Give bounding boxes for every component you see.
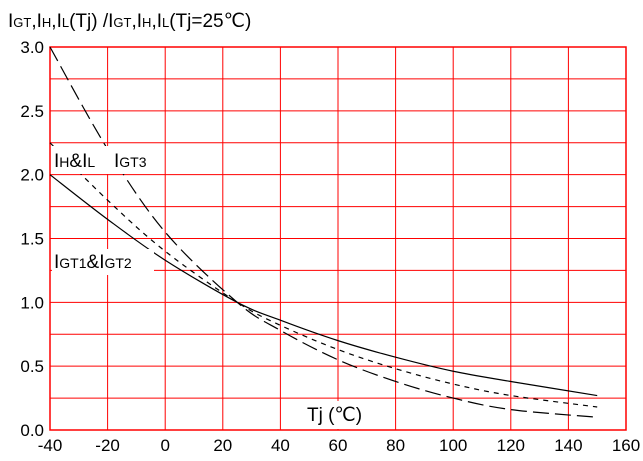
series-label-igt1-igt2: IGT1&IGT2 <box>54 252 132 273</box>
x-tick-label: 100 <box>439 436 467 455</box>
grid <box>49 46 627 431</box>
y-tick-label: 0.0 <box>20 421 44 440</box>
y-tick-label: 2.5 <box>20 102 44 121</box>
label-bg-ihl-igt3 <box>52 146 152 174</box>
x-tick-label: 80 <box>386 436 405 455</box>
x-tick-label: 20 <box>213 436 232 455</box>
plot-frame <box>49 46 627 431</box>
chart-title: IGT,IH,IL(Tj) /IGT,IH,IL(Tj=25℃) <box>8 11 251 32</box>
x-tick-label: 140 <box>554 436 582 455</box>
series-label-ih-il: IH&IL <box>54 151 95 172</box>
y-tick-label: 0.5 <box>20 357 44 376</box>
x-tick-label: 60 <box>329 436 348 455</box>
y-tick-label: 2.0 <box>20 166 44 185</box>
series-line-igt1-igt2 <box>49 174 598 397</box>
x-tick-label: 40 <box>271 436 290 455</box>
x-tick-label: 120 <box>497 436 525 455</box>
label-bg-igt12 <box>52 249 154 275</box>
curves <box>49 46 598 418</box>
x-tick-label: 0 <box>160 436 169 455</box>
series-line-igt3 <box>49 46 598 418</box>
x-tick-label: -20 <box>95 436 120 455</box>
x-tick-labels: -40 -20 0 20 40 60 80 100 120 140 160 <box>38 436 640 455</box>
y-tick-label: 1.5 <box>20 230 44 249</box>
y-tick-labels: 0.0 0.5 1.0 1.5 2.0 2.5 3.0 <box>20 38 44 440</box>
x-axis-label: Tj (℃) <box>307 405 362 426</box>
x-tick-label: 160 <box>612 436 640 455</box>
x-axis-label-bg <box>302 401 374 429</box>
series-line-ih-il <box>49 142 598 408</box>
series-label-igt3: IGT3 <box>114 151 147 172</box>
y-tick-label: 1.0 <box>20 293 44 312</box>
y-tick-label: 3.0 <box>20 38 44 57</box>
x-tick-label: -40 <box>38 436 63 455</box>
